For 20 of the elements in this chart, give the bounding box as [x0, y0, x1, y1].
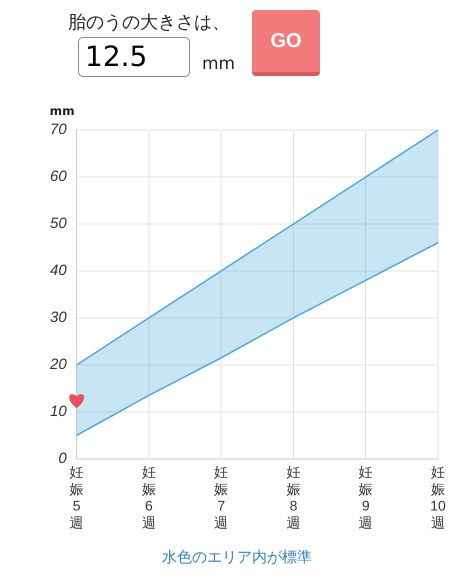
y-tick-label: 50: [50, 215, 68, 232]
text: mm: [202, 54, 236, 74]
x-tick-label: 妊娠9週: [358, 464, 373, 530]
x-tick-label: 妊娠6週: [142, 464, 156, 530]
x-tick-label: 妊娠8週: [286, 464, 300, 530]
x-tick-label: 妊娠7週: [214, 464, 228, 530]
x-tick-label: 妊娠10週: [430, 464, 446, 530]
y-tick-label: 20: [48, 356, 68, 374]
x-tick-label: 妊娠5週: [70, 464, 84, 530]
y-tick-label: 30: [50, 309, 68, 326]
y-tick-label: 0: [58, 450, 68, 467]
text: 胎のうの大きさは、: [68, 11, 230, 34]
y-tick-label: 10: [50, 403, 68, 420]
text-field: 12.5: [78, 37, 190, 77]
y-tick-label: 40: [50, 262, 68, 280]
y-tick-label: 70: [50, 121, 68, 138]
text: 水色のエリア内が標準: [161, 548, 313, 567]
go-button: GO: [252, 10, 320, 76]
y-tick-label: 60: [50, 168, 68, 186]
y-axis-title: mm: [50, 104, 75, 118]
